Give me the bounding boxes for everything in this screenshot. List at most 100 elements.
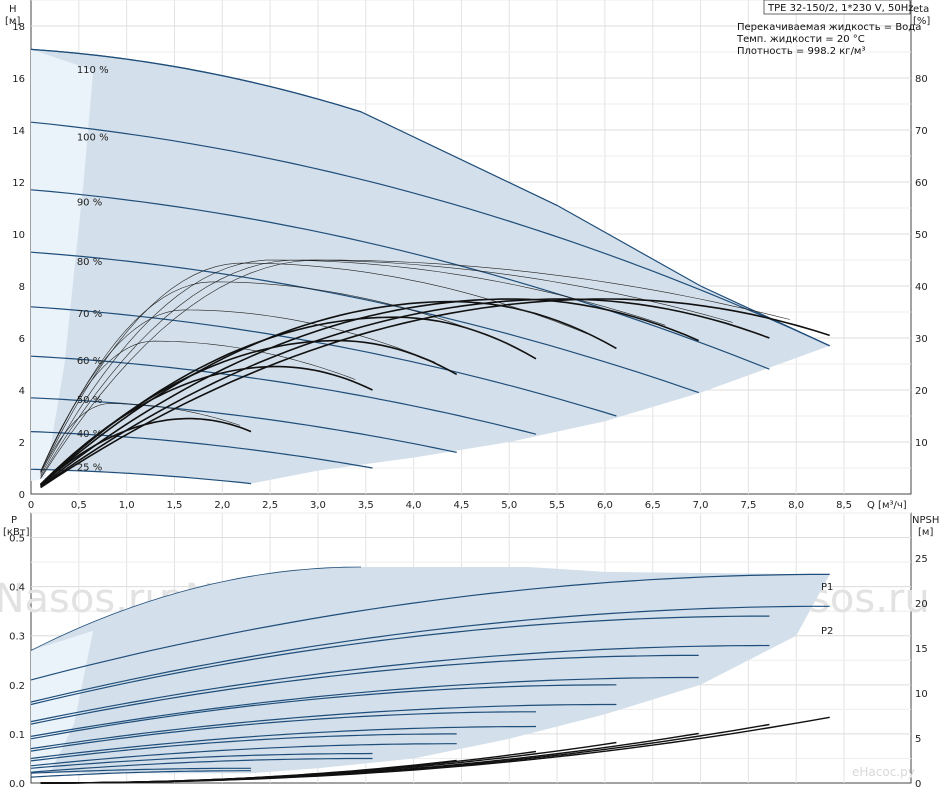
eta-curves bbox=[40, 259, 830, 489]
p-tick-3: 0.3 bbox=[9, 632, 25, 643]
head-curve-6 bbox=[30, 397, 457, 453]
model-title: TPE 32-150/2, 1*230 V, 50Hz bbox=[767, 3, 913, 14]
x-tick-16: 8,0 bbox=[788, 500, 804, 511]
y-tick-3: 6 bbox=[19, 334, 25, 345]
y2-tick-3: 40 bbox=[915, 282, 928, 293]
npsh-curves bbox=[40, 716, 830, 784]
speed-label-5: 60 % bbox=[77, 356, 102, 367]
x-tick-15: 7,5 bbox=[740, 500, 756, 511]
npsh-tick-0: 0 bbox=[915, 779, 921, 790]
power-curve-P1-0 bbox=[30, 566, 362, 651]
x-tick-7: 3,5 bbox=[358, 500, 374, 511]
eta-curve-thin-7 bbox=[40, 259, 790, 479]
power-curve-P1-2 bbox=[30, 615, 770, 706]
speed-label-6: 50 % bbox=[77, 395, 102, 406]
eta-curve-6 bbox=[40, 298, 770, 488]
eta-curve-5 bbox=[40, 298, 700, 487]
p-tick-5: 0.5 bbox=[9, 534, 25, 545]
y-tick-5: 10 bbox=[12, 230, 25, 241]
y2-tick-6: 70 bbox=[915, 126, 928, 137]
npsh-tick-4: 20 bbox=[915, 599, 928, 610]
p-tick-0: 0.0 bbox=[9, 779, 25, 790]
speed-labels: 110 % 100 % 90 % 80 % 70 % 60 % 50 % 40 % 25 % bbox=[77, 65, 109, 474]
speed-label-2: 90 % bbox=[77, 197, 102, 208]
x-tick-6: 3,0 bbox=[310, 500, 326, 511]
flow-axis-label: Q [м³/ч] bbox=[867, 500, 907, 511]
power-curve-P2-1 bbox=[30, 644, 770, 723]
head-envelope-left bbox=[31, 49, 94, 482]
npsh-curve-6 bbox=[40, 716, 830, 784]
power-curve-P2-2 bbox=[30, 676, 699, 737]
p-tick-2: 0.2 bbox=[9, 681, 25, 692]
x-tick-5: 2,5 bbox=[262, 500, 278, 511]
npsh-axis-unit: [м] bbox=[918, 527, 933, 538]
x-tick-10: 5,0 bbox=[501, 500, 517, 511]
power-curve-P2-4 bbox=[30, 725, 537, 760]
x-tick-13: 6,5 bbox=[645, 500, 661, 511]
head-curve-5 bbox=[30, 355, 537, 435]
power-axis-unit: [кВт] bbox=[3, 527, 30, 538]
power-curve-P1-4 bbox=[30, 684, 617, 740]
info-temp: Темп. жидкости = 20 °C bbox=[736, 34, 865, 45]
power-curve-P2-6 bbox=[30, 757, 373, 773]
speed-label-1: 100 % bbox=[77, 132, 109, 143]
power-axis-label: P bbox=[11, 515, 17, 526]
power-envelope-left bbox=[31, 630, 94, 774]
y-tick-2: 4 bbox=[19, 386, 25, 397]
head-curve-0 bbox=[30, 48, 362, 113]
power-curve-P2-3 bbox=[30, 703, 617, 750]
x-tick-9: 4,5 bbox=[453, 500, 469, 511]
y-tick-8: 16 bbox=[12, 74, 25, 85]
speed-label-3: 80 % bbox=[77, 257, 102, 268]
x-tick-12: 6,0 bbox=[597, 500, 613, 511]
eta-curve-4 bbox=[40, 300, 617, 486]
speed-label-7: 40 % bbox=[77, 429, 102, 440]
x-tick-14: 7,0 bbox=[693, 500, 709, 511]
head-curve-2 bbox=[30, 189, 770, 370]
power-curve-P2-0 bbox=[30, 605, 830, 703]
power-envelope-fill bbox=[31, 567, 830, 774]
x-tick-11: 5,5 bbox=[549, 500, 565, 511]
power-curve-P1-1 bbox=[30, 573, 830, 681]
speed-label-0: 110 % bbox=[77, 65, 109, 76]
power-curve-P1-5 bbox=[30, 711, 536, 752]
head-axis-label: H bbox=[9, 4, 17, 15]
npsh-axis-label: NPSH bbox=[912, 515, 939, 526]
y2-tick-1: 20 bbox=[915, 386, 928, 397]
power-curves bbox=[30, 566, 830, 778]
power-curve-P2-7 bbox=[30, 770, 251, 778]
y2-tick-0: 10 bbox=[915, 438, 928, 449]
y-tick-0: 0 bbox=[19, 490, 25, 501]
y2-tick-5: 60 bbox=[915, 178, 928, 189]
power-curve-P1-8 bbox=[30, 767, 251, 774]
x-tick-8: 4,0 bbox=[406, 500, 422, 511]
power-curve-P1-3 bbox=[30, 654, 699, 725]
head-axes-ticks: 0 0,5 1,0 1,5 2,0 2,5 3,0 3,5 4,0 4,5 5,0 5,5 6,0 6,5… bbox=[12, 22, 927, 511]
speed-label-8: 25 % bbox=[77, 463, 102, 474]
y2-tick-4: 50 bbox=[915, 230, 928, 241]
npsh-tick-1: 5 bbox=[915, 734, 921, 745]
x-tick-3: 1,5 bbox=[167, 500, 183, 511]
legend-p1: P1 bbox=[821, 582, 833, 593]
x-tick-17: 8,5 bbox=[836, 500, 852, 511]
speed-label-4: 70 % bbox=[77, 309, 102, 320]
legend-p2: P2 bbox=[821, 626, 833, 637]
info-density: Плотность = 998.2 кг/м³ bbox=[737, 46, 866, 57]
model-box bbox=[763, 0, 911, 15]
y-tick-1: 2 bbox=[19, 438, 25, 449]
y-tick-4: 8 bbox=[19, 282, 25, 293]
y-tick-6: 12 bbox=[12, 178, 25, 189]
head-axis-unit: [м] bbox=[5, 16, 20, 27]
y-tick-7: 14 bbox=[12, 126, 25, 137]
x-tick-2: 1,0 bbox=[119, 500, 135, 511]
y2-tick-7: 80 bbox=[915, 74, 928, 85]
eta-axis-unit: [%] bbox=[913, 16, 930, 27]
eta-curve-7 bbox=[40, 298, 830, 489]
p-tick-4: 0.4 bbox=[9, 583, 25, 594]
power-curve-P1-6 bbox=[30, 733, 457, 762]
eta-axis-label: eta bbox=[913, 4, 929, 15]
power-curve-P2-5 bbox=[30, 743, 457, 767]
head-curve-7 bbox=[30, 431, 373, 469]
power-envelope bbox=[31, 567, 830, 774]
